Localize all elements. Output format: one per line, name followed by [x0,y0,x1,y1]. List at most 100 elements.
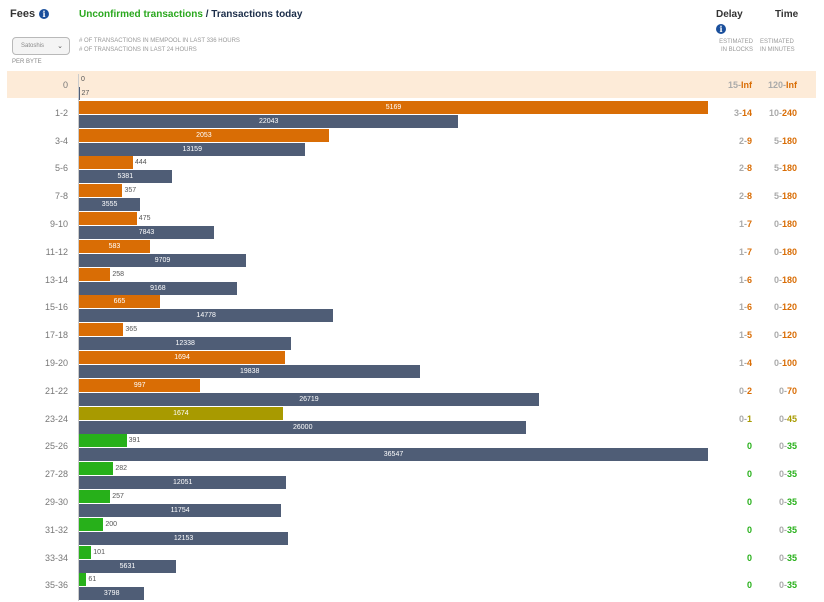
delay-value: 0 [700,580,752,590]
today-bar[interactable] [79,531,289,545]
today-bar[interactable] [79,392,539,406]
time-value-high: 120 [781,330,797,341]
today-bar[interactable] [79,337,292,351]
unit-select[interactable]: Satoshis ⌄ [12,37,70,55]
mempool-bar[interactable] [79,212,137,225]
today-bar[interactable] [79,587,145,601]
time-value: 120-Inf [752,80,797,90]
legend-mempool: # OF TRANSACTIONS IN MEMPOOL IN LAST 336… [79,38,240,44]
delay-value-dash: - [743,385,747,396]
today-value-label: 22043 [258,117,279,125]
time-value: 0-35 [752,580,797,590]
time-value-dash: - [783,580,787,591]
mempool-bar[interactable] [79,351,286,364]
mempool-bar[interactable] [79,378,201,392]
mempool-bar[interactable] [79,434,127,448]
info-icon[interactable]: i [716,24,726,34]
delay-value-low: 0 [738,413,744,424]
fee-range-label: 5-6 [54,163,68,174]
delay-value-high: 1 [746,413,752,424]
fee-range-label: 29-30 [44,497,68,507]
mempool-value-label: 1674 [173,409,189,417]
title-unconfirmed[interactable]: Unconfirmed transactions [79,9,203,20]
delay-value: 1-4 [700,358,752,368]
today-bar[interactable] [79,226,214,239]
time-value-high: 180 [781,219,797,229]
delay-value-high: 7 [746,246,752,257]
mempool-bar[interactable] [79,323,124,337]
delay-value-dash: - [743,274,747,285]
today-bar[interactable] [79,142,306,156]
today-bar[interactable] [79,559,176,573]
delay-value-low: 0 [746,524,752,535]
delay-value: 1-7 [700,219,752,229]
delay-value-low: 3 [733,107,739,118]
today-bar[interactable] [79,365,421,378]
today-bar[interactable] [79,114,459,128]
delay-value: 1-7 [700,247,752,257]
today-bar[interactable] [79,476,287,490]
mempool-value-label: 365 [125,326,138,334]
time-value-low: 0 [778,413,784,424]
mempool-bar[interactable] [79,462,114,476]
today-bar[interactable] [79,504,282,517]
time-value-low: 0 [778,497,784,507]
mempool-bar[interactable] [79,267,111,281]
delay-value-high: 2 [746,385,752,396]
time-value-low: 0 [773,219,779,229]
time-value-high: 35 [786,524,797,535]
time-value-dash: - [783,80,786,90]
mempool-bar[interactable] [79,156,134,170]
axis-line [78,74,79,601]
delay-value: 2-8 [700,191,752,201]
time-value: 0-120 [752,330,797,340]
today-bar[interactable] [79,309,334,323]
time-value-high: Inf [786,80,797,90]
today-bar[interactable] [79,253,247,267]
mempool-value-label: 101 [93,548,105,556]
delay-sub-1: ESTIMATED [719,39,753,45]
time-value-low: 5 [773,135,779,146]
delay-value-low: 0 [746,580,752,591]
mempool-bar[interactable] [79,545,92,559]
fee-range-label: 0 [62,80,68,90]
today-bar[interactable] [79,198,141,212]
delay-value-low: 0 [746,469,752,480]
time-value-dash: - [778,302,782,313]
today-bar[interactable] [79,281,237,295]
mempool-value-label: 391 [128,437,141,445]
fee-range-label: 31-32 [44,524,68,535]
delay-value-low: 1 [738,246,744,257]
today-bar[interactable] [79,448,708,462]
fee-range-label: 13-14 [44,274,68,285]
time-value-high: 180 [781,246,797,257]
delay-value-high: 4 [746,358,752,368]
mempool-bar[interactable] [79,239,150,253]
mempool-bar[interactable] [79,100,708,114]
info-icon[interactable]: i [39,9,50,19]
delay-value-low: 2 [738,191,744,202]
time-value-dash: - [783,552,787,563]
mempool-value-label: 475 [138,215,151,222]
delay-value-low: 1 [738,219,744,229]
title-today[interactable]: Transactions today [211,9,303,20]
today-bar[interactable] [79,170,172,184]
mempool-bar[interactable] [79,490,111,503]
delay-value-dash: - [743,163,747,174]
mempool-bar[interactable] [79,184,123,198]
mempool-bar[interactable] [79,406,283,420]
mempool-bar[interactable] [79,517,104,531]
time-value-low: 0 [773,302,779,313]
today-value-label: 13159 [182,145,202,153]
mempool-bar[interactable] [79,295,160,309]
mempool-bar[interactable] [79,128,329,142]
time-value-high: 240 [781,107,797,118]
delay-value-high: 7 [746,219,752,229]
mempool-bar[interactable] [79,573,87,587]
mempool-value-label: 200 [105,520,118,528]
delay-value-high: Inf [741,80,752,90]
time-value-high: 100 [781,358,797,368]
mempool-value-label: 258 [112,270,125,278]
today-bar[interactable] [79,420,527,434]
fee-range-label: 19-20 [44,358,68,368]
